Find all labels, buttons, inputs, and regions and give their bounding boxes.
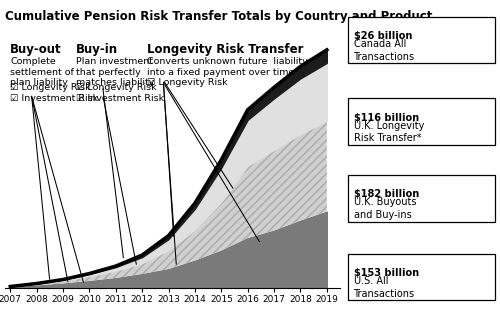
Text: $153 billion: $153 billion: [354, 268, 418, 278]
Text: U.K. Longevity
Risk Transfer*: U.K. Longevity Risk Transfer*: [354, 121, 424, 143]
Text: $116 billion: $116 billion: [354, 113, 418, 123]
Text: Longevity Risk Transfer: Longevity Risk Transfer: [148, 44, 304, 56]
Text: U.S. All
Transactions: U.S. All Transactions: [354, 276, 414, 299]
Text: Converts unknown future  liability
into a fixed payment over time: Converts unknown future liability into a…: [148, 57, 308, 77]
Text: ☑ Longevity Risk: ☑ Longevity Risk: [10, 83, 91, 92]
Text: U.K. Buyouts
and Buy-ins: U.K. Buyouts and Buy-ins: [354, 197, 416, 220]
Text: ☑ Longevity Risk: ☑ Longevity Risk: [148, 78, 228, 87]
Text: Canada All
Transactions: Canada All Transactions: [354, 39, 414, 62]
Text: ☑ Investment Risk: ☑ Investment Risk: [76, 94, 164, 103]
Text: $182 billion: $182 billion: [354, 189, 419, 199]
Text: Cumulative Pension Risk Transfer Totals by Country and Product: Cumulative Pension Risk Transfer Totals …: [5, 10, 432, 23]
Text: Complete
settlement of
plan liability: Complete settlement of plan liability: [10, 57, 74, 87]
Text: Buy-out: Buy-out: [10, 44, 62, 56]
Text: Buy-in: Buy-in: [76, 44, 118, 56]
Text: $26 billion: $26 billion: [354, 31, 412, 41]
Text: ☑ Investment Risk: ☑ Investment Risk: [10, 94, 99, 103]
Text: Plan investment
that perfectly
matches liability: Plan investment that perfectly matches l…: [76, 57, 154, 87]
Text: ☑ Longevity Risk: ☑ Longevity Risk: [76, 83, 157, 92]
